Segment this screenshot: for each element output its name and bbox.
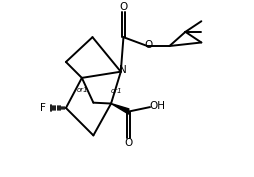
Text: N: N [119, 65, 127, 75]
Text: or1: or1 [110, 88, 122, 94]
Text: O: O [125, 138, 133, 148]
Text: O: O [119, 2, 128, 12]
Polygon shape [111, 104, 129, 114]
Text: or1: or1 [77, 87, 88, 93]
Text: O: O [144, 40, 152, 50]
Text: OH: OH [149, 101, 165, 111]
Text: F: F [40, 103, 46, 113]
